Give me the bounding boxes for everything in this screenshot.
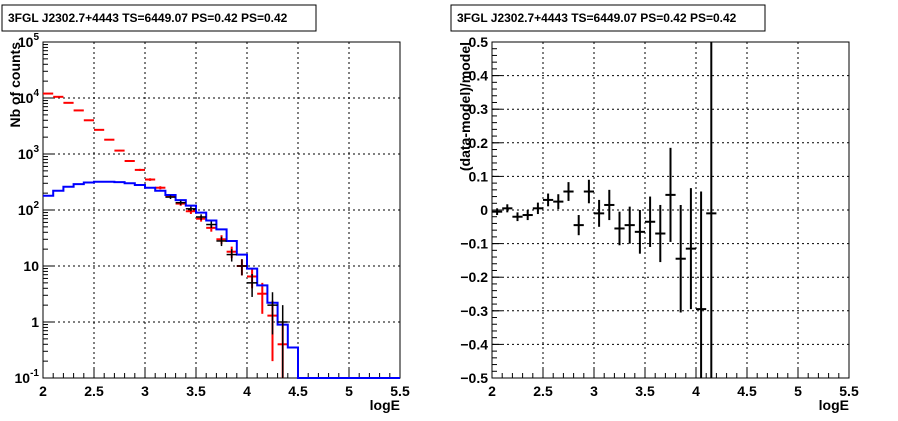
left-series-group: [43, 92, 400, 379]
left-y-tick-label: 1: [31, 314, 39, 330]
right-x-tick-label: 4: [692, 383, 700, 399]
right-x-axis-label: logE: [819, 397, 849, 413]
left-y-tick-label: 103: [18, 144, 40, 162]
right-series-group: [492, 42, 717, 378]
right-axis-ticks: [491, 41, 850, 379]
right-y-axis-label: (data-model)/model: [457, 42, 473, 171]
left-chart-title: 3FGL J2302.7+4443 TS=6449.07 PS=0.42 PS=…: [8, 11, 288, 25]
right-gridlines: [492, 42, 849, 378]
left-y-tick-label: 10-1: [15, 368, 40, 386]
right-y-tick-label: −0.3: [460, 303, 488, 319]
left-x-tick-label: 2.5: [84, 383, 104, 399]
right-x-tick-label: 5: [794, 383, 802, 399]
right-x-tick-label: 4.5: [737, 383, 757, 399]
right-x-tick-label: 5.5: [839, 383, 859, 399]
right-x-tick-label: 2.5: [533, 383, 553, 399]
right-y-tick-label: −0.2: [460, 269, 488, 285]
right-y-tick-label: 0.5: [469, 34, 489, 50]
right-x-tick-label: 3: [590, 383, 598, 399]
left-x-tick-label: 4: [243, 383, 251, 399]
left-x-tick-label: 3: [141, 383, 149, 399]
right-x-tick-labels: 2 2.5 3 3.5 4 4.5 5 5.5: [488, 383, 859, 399]
right-y-tick-label: −0.5: [460, 370, 488, 386]
blue-model-line: [43, 180, 400, 379]
left-plot-frame: [42, 41, 401, 379]
left-x-tick-label: 3.5: [186, 383, 206, 399]
left-panel: 3FGL J2302.7+4443 TS=6449.07 PS=0.42 PS=…: [1, 4, 410, 413]
right-x-tick-label: 3.5: [635, 383, 655, 399]
right-y-tick-label: 0.4: [469, 68, 489, 84]
left-y-tick-label: 105: [18, 32, 40, 50]
right-panel: 3FGL J2302.7+4443 TS=6449.07 PS=0.42 PS=…: [450, 4, 859, 413]
right-x-tick-label: 2: [488, 383, 496, 399]
right-y-tick-label: −0.1: [460, 236, 488, 252]
left-y-tick-label: 10: [23, 258, 39, 274]
right-title-box: [450, 4, 766, 32]
right-y-tick-label: 0.1: [469, 168, 489, 184]
left-y-axis-label: Nb of counts: [7, 42, 23, 128]
left-y-tick-labels: 10-1 1 10 102 103 104 105: [15, 32, 40, 386]
right-y-tick-labels: −0.5 −0.4 −0.3 −0.2 −0.1 0 0.1 0.2 0.3 0.4 0.5: [460, 34, 488, 386]
left-x-tick-label: 2: [39, 383, 47, 399]
right-y-tick-label: 0: [480, 202, 488, 218]
left-y-tick-label: 102: [18, 200, 40, 218]
left-axis-ticks: [42, 41, 401, 379]
left-x-tick-label: 5: [345, 383, 353, 399]
right-y-tick-label: −0.4: [460, 336, 488, 352]
left-y-tick-label: 104: [18, 88, 40, 106]
right-y-tick-label: 0.3: [469, 101, 489, 117]
red-series: [43, 92, 288, 378]
left-gridlines: [43, 42, 400, 378]
left-x-tick-labels: 2 2.5 3 3.5 4 4.5 5 5.5: [39, 383, 410, 399]
black-series: [165, 195, 288, 378]
left-x-tick-label: 5.5: [390, 383, 410, 399]
left-x-tick-label: 4.5: [288, 383, 308, 399]
left-title-box: [1, 4, 317, 32]
left-x-axis-label: logE: [370, 397, 400, 413]
right-chart-title: 3FGL J2302.7+4443 TS=6449.07 PS=0.42 PS=…: [457, 11, 737, 25]
right-y-tick-label: 0.2: [469, 135, 489, 151]
